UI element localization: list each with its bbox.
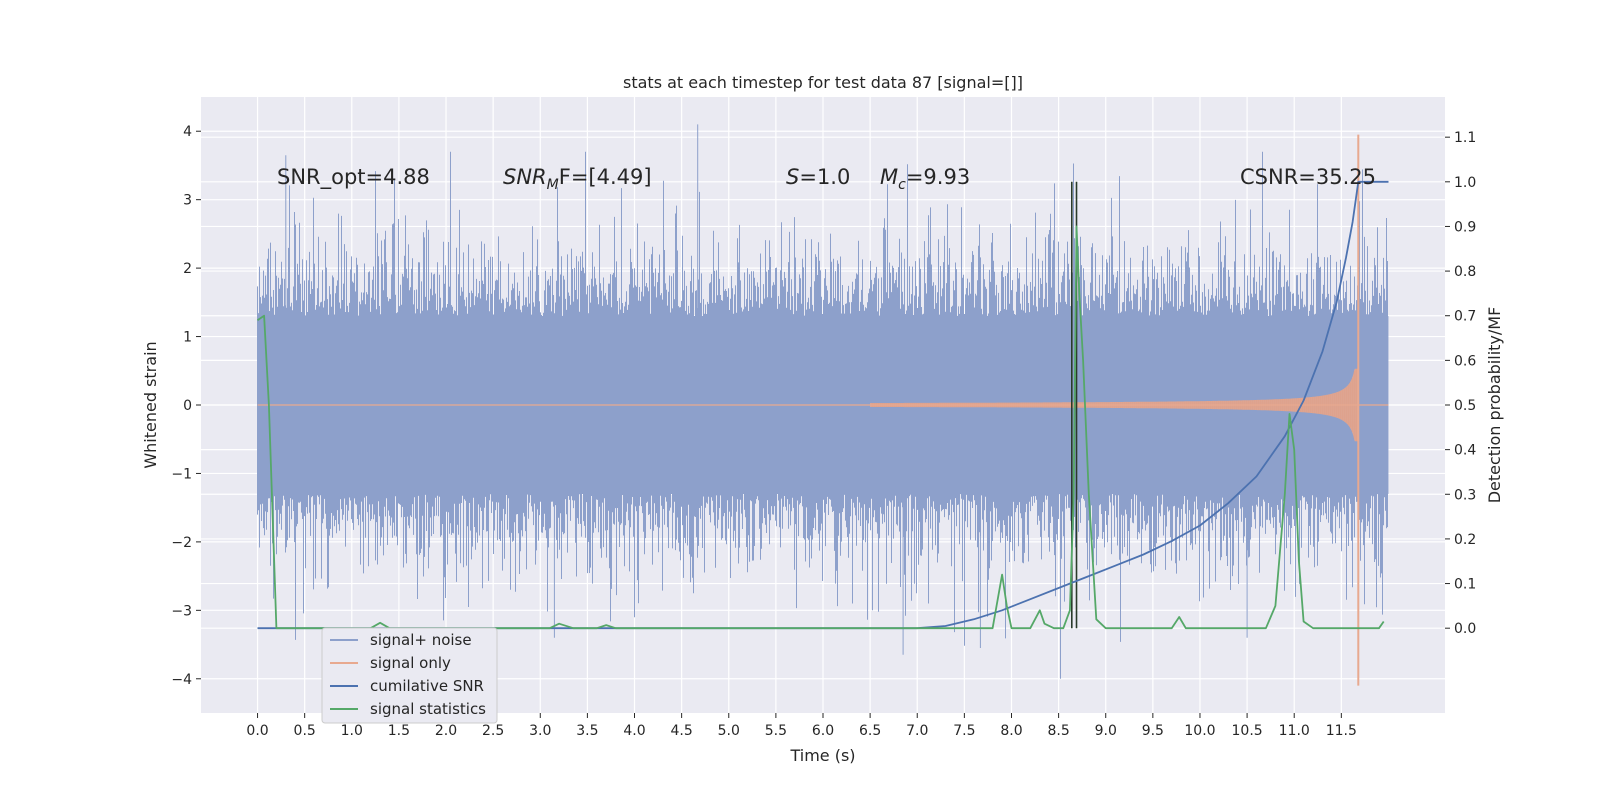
y-tick-label-left: −4 bbox=[171, 672, 192, 688]
y-tick-label-right: 0.1 bbox=[1454, 577, 1476, 593]
y-tick-label-right: 0.4 bbox=[1454, 443, 1476, 459]
x-axis-label: Time (s) bbox=[789, 746, 855, 765]
x-tick-label: 11.0 bbox=[1279, 723, 1310, 739]
x-tick-label: 8.0 bbox=[1000, 723, 1022, 739]
left-y-axis-label: Whitened strain bbox=[141, 341, 160, 468]
y-tick-label-left: 1 bbox=[183, 330, 192, 346]
x-tick-label: 8.5 bbox=[1047, 723, 1069, 739]
x-tick-label: 6.0 bbox=[812, 723, 834, 739]
annotation-snr-mf-prefix: SNR bbox=[503, 165, 547, 189]
x-tick-label: 4.5 bbox=[671, 723, 693, 739]
right-axis-series-layer bbox=[256, 180, 1389, 630]
y-tick-label-right: 1.1 bbox=[1454, 130, 1476, 146]
y-tick-label-left: −1 bbox=[171, 466, 192, 482]
annotation-s: S=1.0 bbox=[786, 165, 850, 189]
y-tick-label-left: −2 bbox=[171, 535, 192, 551]
x-tick-label: 7.0 bbox=[906, 723, 928, 739]
y-tick-label-left: 4 bbox=[183, 124, 192, 140]
y-tick-label-left: 0 bbox=[183, 398, 192, 414]
legend-label-signal-statistics: signal statistics bbox=[370, 700, 486, 718]
x-tick-label: 10.0 bbox=[1184, 723, 1215, 739]
x-tick-label: 3.5 bbox=[576, 723, 598, 739]
left-y-axis-ticks: 4 3 2 1 0 −1 −2 −3 −4 bbox=[171, 124, 201, 688]
y-tick-label-right: 0.7 bbox=[1454, 309, 1476, 325]
legend-label-signal-noise: signal+ noise bbox=[370, 631, 472, 649]
annotation-mc-sub: c bbox=[898, 177, 906, 193]
x-tick-label: 1.0 bbox=[341, 723, 363, 739]
annotation-s-prefix: S bbox=[786, 165, 799, 189]
x-tick-label: 4.0 bbox=[623, 723, 645, 739]
x-tick-label: 9.0 bbox=[1095, 723, 1117, 739]
signal-layer bbox=[257, 134, 1389, 686]
y-tick-label-right: 0.8 bbox=[1454, 264, 1476, 280]
x-axis-ticks: 0.0 0.5 1.0 1.5 2.0 2.5 3.0 3.5 4.0 4.5 5.0 5.5 6.0 6… bbox=[246, 713, 1357, 739]
y-tick-label-right: 0.5 bbox=[1454, 398, 1476, 414]
right-y-axis-label: Detection probability/MF bbox=[1485, 307, 1504, 504]
right-y-axis-ticks: 1.1 1.0 0.9 0.8 0.7 0.6 0.5 0.4 0.3 0.2 0.1 0.0 bbox=[1445, 130, 1476, 637]
y-tick-label-left: 2 bbox=[183, 261, 192, 277]
annotation-mc-prefix: M bbox=[880, 165, 898, 189]
x-tick-label: 3.0 bbox=[529, 723, 551, 739]
y-tick-label-right: 0.9 bbox=[1454, 219, 1476, 235]
x-tick-label: 5.5 bbox=[765, 723, 787, 739]
legend-label-signal-only: signal only bbox=[370, 654, 451, 672]
annotation-snr-opt: SNR_opt=4.88 bbox=[277, 165, 430, 190]
legend-box bbox=[321, 627, 498, 724]
x-tick-label: 2.5 bbox=[482, 723, 504, 739]
annotation-s-suffix: =1.0 bbox=[799, 165, 850, 189]
legend-label-cumulative-snr: cumilative SNR bbox=[370, 677, 484, 695]
x-tick-label: 6.5 bbox=[859, 723, 881, 739]
cumulative-snr-line bbox=[257, 180, 1389, 630]
y-tick-label-right: 1.0 bbox=[1454, 175, 1476, 191]
x-tick-label: 11.5 bbox=[1326, 723, 1357, 739]
x-tick-label: 7.5 bbox=[953, 723, 975, 739]
y-tick-label-left: −3 bbox=[171, 603, 192, 619]
annotation-snr-mf: SNRMF=[4.49] bbox=[503, 165, 652, 193]
chart-title: stats at each timestep for test data 87 … bbox=[623, 73, 1023, 92]
x-tick-label: 9.5 bbox=[1142, 723, 1164, 739]
y-tick-label-right: 0.0 bbox=[1454, 621, 1476, 637]
legend: signal+ noise signal only cumilative SNR… bbox=[321, 627, 498, 724]
annotation-snr-mf-sub: M bbox=[547, 177, 559, 193]
annotation-snr-mf-suffix: F=[4.49] bbox=[559, 165, 652, 189]
x-tick-label: 2.0 bbox=[435, 723, 457, 739]
x-tick-label: 10.5 bbox=[1232, 723, 1263, 739]
y-tick-label-right: 0.3 bbox=[1454, 487, 1476, 503]
y-tick-label-left: 3 bbox=[183, 193, 192, 209]
x-tick-label: 1.5 bbox=[388, 723, 410, 739]
y-tick-label-right: 0.2 bbox=[1454, 532, 1476, 548]
x-tick-label: 0.5 bbox=[294, 723, 316, 739]
signal-statistics-line bbox=[256, 225, 1385, 630]
annotation-csnr: CSNR=35.25 bbox=[1240, 165, 1376, 189]
x-tick-label: 5.0 bbox=[718, 723, 740, 739]
x-tick-label: 0.0 bbox=[246, 723, 268, 739]
annotation-mc: Mc=9.93 bbox=[880, 165, 970, 193]
signal-noise-line bbox=[257, 124, 1388, 679]
y-tick-label-right: 0.6 bbox=[1454, 353, 1476, 369]
annotation-mc-suffix: =9.93 bbox=[906, 165, 970, 189]
